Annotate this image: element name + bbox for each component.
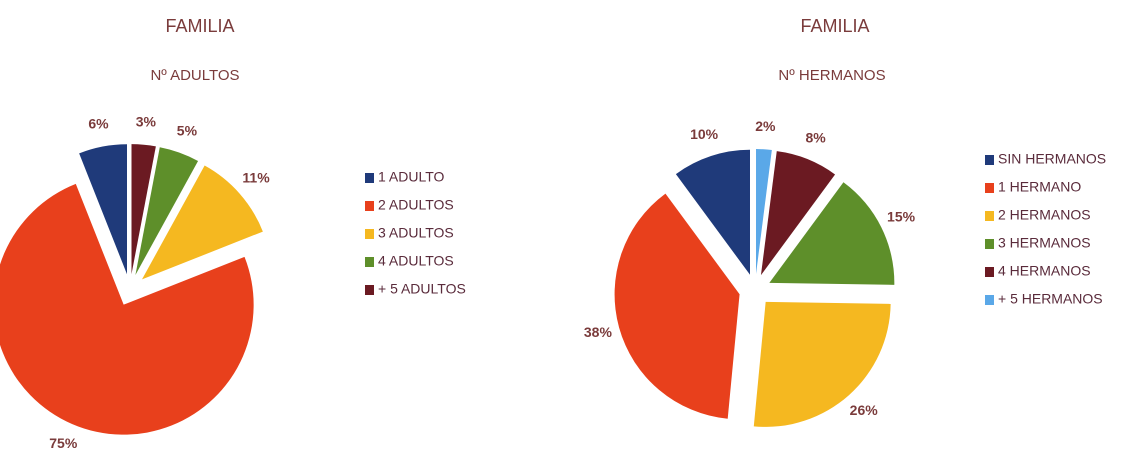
legend-label: 2 HERMANOS: [998, 207, 1091, 223]
legend-swatch: [365, 201, 374, 211]
pie-slice: [675, 149, 751, 275]
pie-slice: [131, 144, 156, 275]
legend-label: 4 ADULTOS: [378, 253, 454, 269]
data-label: 3%: [136, 113, 157, 129]
legend-label: 3 ADULTOS: [378, 225, 454, 241]
legend-swatch: [365, 285, 374, 295]
legend-label: SIN HERMANOS: [998, 151, 1106, 167]
chart-subtitle: Nº HERMANOS: [778, 67, 885, 84]
legend-swatch: [985, 211, 994, 221]
legend-label: + 5 HERMANOS: [998, 291, 1103, 307]
data-label: 75%: [49, 435, 78, 451]
pie-slice: [756, 149, 772, 275]
data-label: 6%: [88, 116, 109, 132]
legend-swatch: [365, 257, 374, 267]
legend-label: 1 HERMANO: [998, 179, 1081, 195]
legend-swatch: [985, 295, 994, 305]
pie-slice: [760, 151, 836, 276]
legend-label: 3 HERMANOS: [998, 235, 1091, 251]
pie-slice: [142, 165, 263, 280]
chart-title: FAMILIA: [800, 16, 869, 36]
pie-slice: [0, 183, 254, 435]
pie-slice: [753, 301, 891, 427]
data-label: 11%: [242, 170, 270, 186]
data-label: 8%: [805, 129, 826, 145]
data-label: 5%: [177, 123, 198, 139]
legend-swatch: [985, 267, 994, 277]
legend-swatch: [365, 173, 374, 183]
pie-slice: [79, 144, 128, 275]
legend-label: + 5 ADULTOS: [378, 281, 466, 297]
chart-subtitle: Nº ADULTOS: [150, 67, 239, 84]
legend-label: 1 ADULTO: [378, 169, 445, 185]
legend-label: 4 HERMANOS: [998, 263, 1091, 279]
data-label: 2%: [755, 118, 776, 134]
legend-swatch: [985, 239, 994, 249]
legend-swatch: [985, 155, 994, 165]
legend-swatch: [985, 183, 994, 193]
chart-title: FAMILIA: [165, 16, 234, 36]
data-label: 38%: [584, 324, 613, 340]
data-label: 26%: [850, 402, 879, 418]
legend-swatch: [365, 229, 374, 239]
pie-slice: [614, 193, 740, 419]
data-label: 10%: [690, 126, 719, 142]
pie-slice: [769, 182, 895, 285]
pie-slice: [135, 147, 199, 275]
legend-label: 2 ADULTOS: [378, 197, 454, 213]
data-label: 15%: [887, 208, 916, 224]
